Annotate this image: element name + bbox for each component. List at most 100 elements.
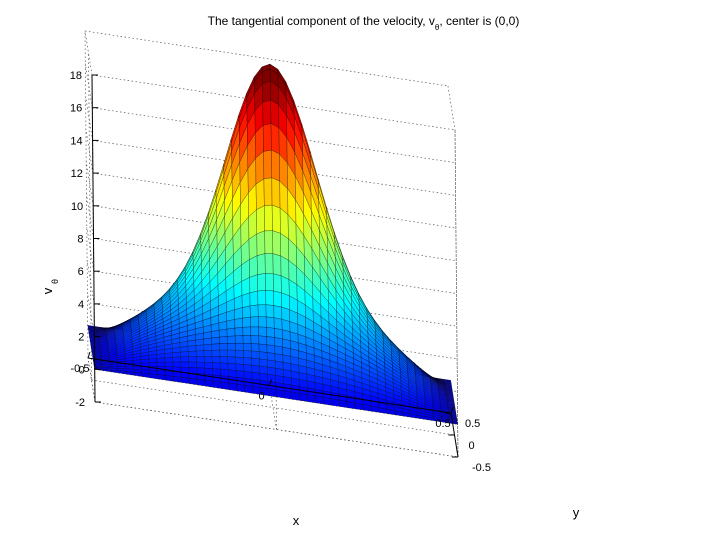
surface-patch [173, 352, 181, 357]
surface-patch [276, 390, 284, 398]
surface-patch [196, 356, 204, 362]
surface-patch [262, 81, 270, 102]
surface-patch [251, 336, 259, 344]
surface-patch [259, 327, 267, 337]
chart-title: The tangential component of the velocity… [0, 14, 727, 28]
surface-patch [142, 373, 150, 378]
surface-patch [243, 336, 251, 344]
z-tick-label: 6 [78, 266, 84, 278]
x-tick-label: -0.5 [71, 363, 90, 375]
surface-patch [268, 367, 276, 375]
surface-patch [227, 319, 235, 329]
surface-patch [236, 371, 244, 379]
surface-patch [157, 362, 165, 366]
surface-patch [205, 374, 213, 381]
surface-patch [221, 382, 229, 390]
z-tick-label: 10 [71, 201, 83, 213]
surface-patch [249, 256, 257, 278]
surface-patch [180, 346, 188, 352]
surface-patch [157, 354, 165, 359]
surface-patch [118, 364, 126, 367]
surface-patch [165, 353, 173, 358]
surface-patch [258, 290, 266, 305]
surface-patch [251, 351, 259, 359]
y-axis-label: y [573, 505, 580, 520]
surface-patch [234, 308, 242, 320]
surface-patch [257, 231, 265, 256]
surface-patch [260, 373, 268, 381]
z-axis-label: v θ [40, 279, 60, 294]
surface-patch [102, 365, 110, 367]
surface-patch [250, 305, 258, 317]
surface-patch [266, 317, 274, 328]
surface-patch [267, 337, 275, 346]
surface-patch [141, 359, 149, 363]
surface-patch [281, 293, 289, 310]
surface-patch [243, 317, 251, 327]
surface-patch [265, 254, 273, 274]
surface-patch [244, 364, 252, 372]
surface-patch [189, 378, 197, 385]
surface-patch [188, 357, 196, 363]
surface-patch [220, 363, 228, 370]
surface-patch [196, 345, 204, 351]
surface-patch [243, 327, 251, 336]
surface-patch [236, 350, 244, 357]
z-tick-label: -2 [75, 397, 85, 409]
z-tick-label: 12 [71, 168, 83, 180]
z-tick-label: 18 [70, 70, 82, 82]
surface-patch [205, 380, 213, 387]
surface-patch [227, 343, 235, 350]
surface-patch [251, 327, 259, 336]
surface-patch [271, 150, 279, 181]
surface-patch [180, 352, 188, 358]
surface-patch [204, 350, 212, 356]
surface-patch [212, 337, 220, 344]
surface-patch [228, 363, 236, 370]
surface-patch [271, 124, 279, 154]
surface-patch [189, 367, 197, 373]
z-axis-label-main: v [40, 287, 55, 294]
surface-patch [173, 357, 181, 362]
surface-patch [227, 336, 235, 344]
surface-patch [275, 368, 283, 376]
y-tick-label: -0.5 [472, 462, 491, 474]
surface-patch [188, 351, 196, 357]
surface-patch [220, 357, 228, 364]
surface-patch [259, 344, 267, 353]
surface-patch [258, 273, 266, 291]
surface-patch [257, 254, 265, 275]
surface-patch [244, 385, 252, 393]
surface-patch [203, 332, 211, 339]
z-tick-label: 14 [70, 135, 82, 147]
surface-patch [275, 338, 283, 348]
surface-patch [228, 350, 236, 357]
surface-patch [133, 360, 141, 364]
surface-patch [276, 375, 284, 383]
surface-patch [267, 353, 275, 362]
surface-patch [173, 376, 181, 382]
surface-patch [220, 343, 228, 350]
surface-patch [267, 360, 275, 368]
z-tick-label: 16 [70, 103, 82, 115]
surface-patch [188, 346, 196, 352]
surface-patch [157, 358, 165, 363]
surface-patch [252, 372, 260, 380]
surface-patch [272, 205, 280, 233]
surface-patch [264, 178, 272, 206]
surface-patch [259, 352, 267, 360]
surface-patch [235, 336, 243, 344]
surface-patch [267, 345, 275, 354]
surface-patch [165, 357, 173, 362]
surface-patch [242, 293, 250, 308]
x-tick-label: 0.5 [435, 418, 450, 430]
grid-line [85, 31, 92, 75]
surface-patch [250, 291, 258, 306]
surface-patch [266, 290, 274, 305]
surface-patch [149, 358, 157, 362]
surface-patch [196, 351, 204, 357]
surface-patch [204, 362, 212, 368]
y-tick-label: 0 [469, 440, 475, 452]
surface-patch [110, 364, 118, 366]
